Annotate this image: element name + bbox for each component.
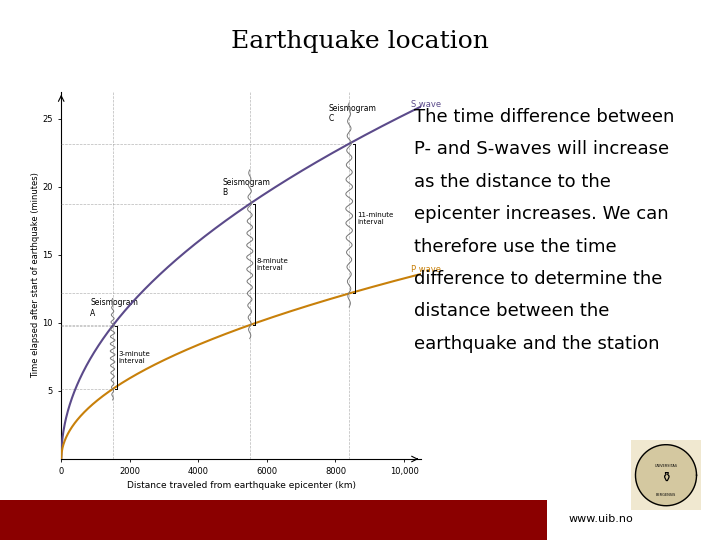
X-axis label: Distance traveled from earthquake epicenter (km): Distance traveled from earthquake epicen… — [127, 481, 356, 489]
Text: S wave: S wave — [411, 100, 441, 109]
Text: Seismogram
A: Seismogram A — [90, 298, 138, 318]
Y-axis label: Time elapsed after start of earthquake (minutes): Time elapsed after start of earthquake (… — [30, 172, 40, 379]
Text: 8-minute
interval: 8-minute interval — [256, 258, 289, 271]
Text: earthquake and the station: earthquake and the station — [414, 335, 660, 353]
Text: Seismogram
B: Seismogram B — [222, 178, 270, 197]
Text: ⚱: ⚱ — [660, 471, 672, 485]
Text: 3-minute
interval: 3-minute interval — [119, 351, 150, 364]
Text: as the distance to the: as the distance to the — [414, 173, 611, 191]
Text: www.uib.no: www.uib.no — [569, 515, 634, 524]
Text: 11-minute
interval: 11-minute interval — [357, 212, 393, 225]
Text: Earthquake location: Earthquake location — [231, 30, 489, 53]
Text: The time difference between: The time difference between — [414, 108, 675, 126]
Text: therefore use the time: therefore use the time — [414, 238, 616, 255]
Text: Seismogram
C: Seismogram C — [328, 104, 377, 123]
Text: distance between the: distance between the — [414, 302, 609, 320]
Polygon shape — [636, 444, 696, 506]
Text: P wave: P wave — [411, 265, 441, 274]
Text: epicenter increases. We can: epicenter increases. We can — [414, 205, 669, 223]
Text: UNIVERSITAS: UNIVERSITAS — [654, 464, 678, 468]
Text: difference to determine the: difference to determine the — [414, 270, 662, 288]
Text: P- and S-waves will increase: P- and S-waves will increase — [414, 140, 669, 158]
Text: BERGENSIS: BERGENSIS — [656, 493, 676, 497]
